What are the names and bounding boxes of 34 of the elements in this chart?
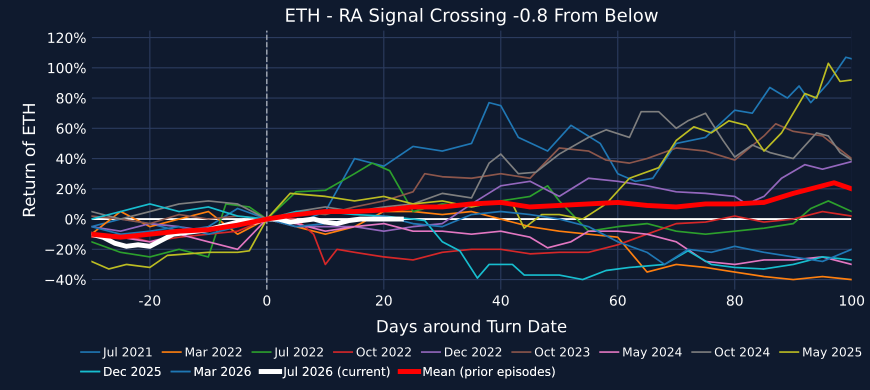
y-tick-label: 0% xyxy=(65,214,86,225)
y-axis-title: Return of ETH xyxy=(22,104,36,216)
y-tick-label: 40% xyxy=(56,154,86,164)
x-tick-label: -20 xyxy=(139,295,160,306)
x-tick-label: 0 xyxy=(263,295,270,306)
legend-label: Oct 2022 xyxy=(356,347,411,357)
legend-label: Jul 2022 xyxy=(274,347,323,359)
legend-label: Jul 2021 xyxy=(102,347,152,359)
y-tick-label: 100% xyxy=(48,62,86,74)
legend-label: May 2024 xyxy=(623,347,682,359)
x-tick-label: 20 xyxy=(376,295,392,306)
legend-label: Dec 2022 xyxy=(444,347,502,357)
legend-label: May 2025 xyxy=(803,347,862,359)
x-tick-label: 40 xyxy=(492,295,509,306)
x-tick-label: 80 xyxy=(726,295,743,306)
y-tick-label: 60% xyxy=(56,123,86,134)
chart-title: ETH - RA Signal Crossing -0.8 From Below xyxy=(286,8,658,26)
y-tick-label: −20% xyxy=(45,244,86,255)
line-series xyxy=(91,180,852,240)
legend-label: Oct 2023 xyxy=(534,347,590,357)
legend-label: Mean (prior episodes) xyxy=(424,366,555,378)
y-tick-label: −40% xyxy=(45,274,86,286)
line-series xyxy=(91,162,852,258)
y-tick-label: 120% xyxy=(48,32,86,44)
legend-label: Dec 2025 xyxy=(104,366,161,376)
legend-label: Oct 2024 xyxy=(714,347,770,357)
y-tick-label: 20% xyxy=(56,184,86,194)
x-tick-label: 100 xyxy=(840,295,864,306)
x-axis-title: Days around Turn Date xyxy=(378,320,566,336)
legend-label: Mar 2022 xyxy=(186,347,242,357)
y-tick-label: 80% xyxy=(56,93,86,104)
x-tick-label: 60 xyxy=(610,295,626,306)
legend-label: Jul 2026 (current) xyxy=(282,366,390,378)
legend-label: Mar 2026 xyxy=(194,366,251,376)
